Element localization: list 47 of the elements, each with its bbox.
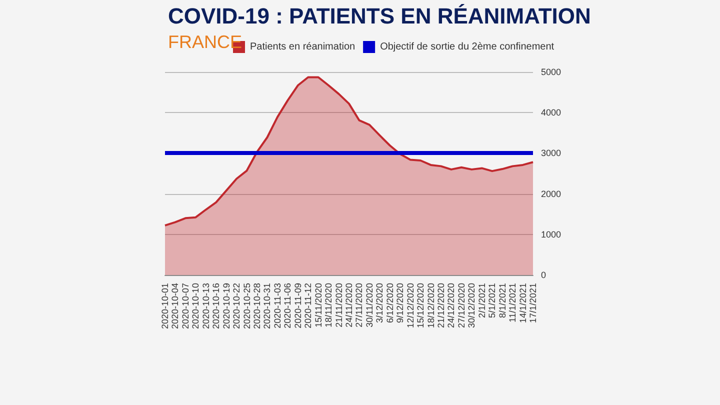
x-tick-label: 24/12/2020 xyxy=(446,283,456,328)
x-tick-label: 2020-11-03 xyxy=(272,283,282,328)
x-tick-label: 2020-10-16 xyxy=(211,283,222,330)
x-tick-label: 8/1/2021 xyxy=(497,283,508,318)
x-tick-label: 2020-10-01 xyxy=(160,283,170,330)
x-tick-label: 24/11/2020 xyxy=(344,283,354,328)
x-tick-label: 2020-11-12 xyxy=(303,283,314,328)
x-tick-label: 30/12/2020 xyxy=(466,283,477,328)
x-tick-label: 30/11/2020 xyxy=(364,283,374,328)
x-tick-label: 27/11/2020 xyxy=(354,283,364,328)
x-tick-label: 2020-10-07 xyxy=(180,283,190,330)
x-tick-label: 11/1/2021 xyxy=(508,283,518,322)
x-tick-label: 14/1/2021 xyxy=(518,283,528,324)
x-tick-label: 2/1/2021 xyxy=(476,283,487,318)
x-tick-label: 18/11/2020 xyxy=(324,283,334,328)
y-tick-label: 4000 xyxy=(541,108,562,118)
x-tick-label: 2020-10-31 xyxy=(262,283,272,330)
x-tick-label: 21/11/2020 xyxy=(334,283,344,328)
x-tick-label: 15/11/2020 xyxy=(313,283,324,328)
x-tick-label: 5/1/2021 xyxy=(487,283,498,318)
chart-subtitle: FRANCE xyxy=(168,32,242,52)
x-tick-label: 17/1/2021 xyxy=(528,283,538,324)
x-tick-label: 18/12/2020 xyxy=(426,283,436,328)
x-tick-label: 2020-10-28 xyxy=(252,283,262,330)
y-tick-label: 5000 xyxy=(541,67,562,77)
x-tick-label: 2020-10-19 xyxy=(221,283,232,330)
x-tick-label: 15/12/2020 xyxy=(416,283,426,328)
legend-label: Patients en réanimation xyxy=(250,42,356,52)
y-tick-label: 3000 xyxy=(541,148,562,158)
x-tick-label: 21/12/2020 xyxy=(436,283,446,328)
x-tick-label: 27/12/2020 xyxy=(456,283,466,328)
y-tick-label: 1000 xyxy=(541,229,562,240)
x-tick-label: 9/12/2020 xyxy=(395,283,406,324)
x-tick-label: 2020-11-09 xyxy=(292,283,303,328)
x-tick-label: 2020-10-25 xyxy=(242,283,252,330)
x-tick-label: 2020-10-04 xyxy=(170,283,180,330)
x-tick-label: 12/12/2020 xyxy=(405,283,416,328)
y-tick-label: 0 xyxy=(541,270,546,280)
x-tick-label: 6/12/2020 xyxy=(384,283,395,324)
x-tick-label: 2020-11-06 xyxy=(282,283,293,328)
x-tick-label: 2020-10-13 xyxy=(200,283,211,330)
y-tick-label: 2000 xyxy=(541,188,562,199)
x-tick-label: 3/12/2020 xyxy=(374,283,385,324)
chart-title: COVID-19 : PATIENTS EN RÉANIMATION xyxy=(168,4,591,28)
legend-label: Objectif de sortie du 2ème confinement xyxy=(380,42,554,52)
x-tick-label: 2020-10-22 xyxy=(232,283,242,330)
x-tick-label: 2020-10-10 xyxy=(190,283,201,330)
